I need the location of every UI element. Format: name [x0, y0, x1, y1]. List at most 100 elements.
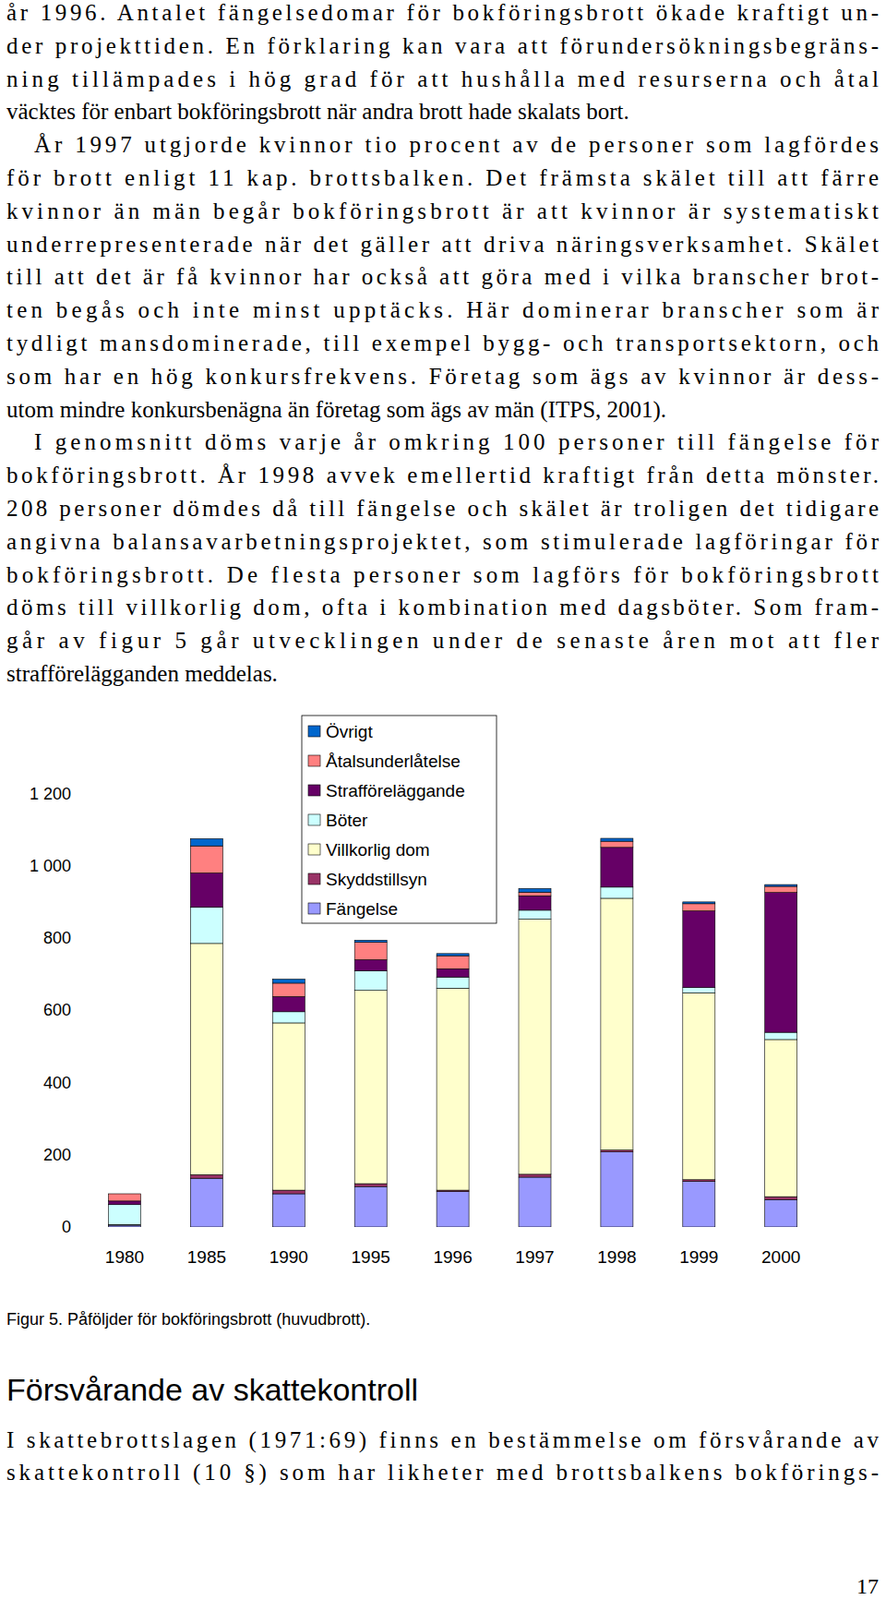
text-line: år 1996. Antalet fängelsedomar för bokfö…: [6, 0, 879, 25]
x-tick-label: 1990: [269, 1246, 309, 1267]
bar-segment: [108, 1193, 142, 1195]
legend-swatch: [308, 784, 321, 796]
bar-segment: [190, 1177, 223, 1227]
text-line: döms till villkorlig dom, ofta i kombina…: [6, 594, 879, 620]
legend-swatch: [308, 902, 321, 914]
y-tick-label: 600: [43, 1000, 72, 1019]
bar-segment: [682, 903, 716, 911]
bar-segment: [436, 968, 469, 977]
text-line: tydligt mansdominerade, till exempel byg…: [6, 330, 880, 356]
text-line: går av figur 5 går utvecklingen under de…: [6, 627, 880, 653]
bar-segment: [272, 1193, 305, 1227]
text-line: bokföringsbrott. De flesta personer som …: [6, 562, 879, 587]
text-line: kvinnor än män begår bokföringsbrott är …: [6, 198, 879, 224]
bar-segment: [354, 990, 387, 1184]
bar-segment: [682, 987, 716, 994]
bar-segment: [108, 1224, 142, 1226]
x-tick-label: 1996: [432, 1246, 472, 1267]
x-tick-label: 2000: [761, 1246, 801, 1267]
page-background: [0, 0, 886, 1600]
text-line: ning tillämpades i hög grad för att hush…: [6, 66, 879, 92]
text-line: till att det är få kvinnor har också att…: [6, 263, 879, 289]
bar-segment: [272, 1189, 305, 1194]
bar-segment: [600, 840, 634, 848]
bar-segment: [518, 895, 551, 910]
bar-segment: [600, 847, 634, 887]
section-heading: Försvårande av skattekontroll: [6, 1371, 419, 1407]
legend-label: Övrigt: [325, 721, 373, 742]
bar-segment: [190, 907, 223, 944]
page: år 1996. Antalet fängelsedomar för bokfö…: [0, 0, 886, 1600]
bar-segment: [518, 919, 551, 1174]
bar-segment: [354, 939, 387, 942]
bar-segment: [272, 979, 305, 983]
bar-segment: [436, 1191, 469, 1227]
x-tick-label: 1997: [514, 1246, 554, 1267]
bar-segment: [436, 955, 469, 969]
bar-segment: [765, 886, 798, 893]
bar-segment: [108, 1200, 142, 1205]
bar-segment: [765, 1198, 798, 1227]
text-line: underrepresenterade när det gäller att d…: [6, 231, 879, 257]
bar-segment: [272, 1011, 305, 1023]
bar-segment: [518, 909, 551, 920]
legend-label: Skyddstillsyn: [325, 869, 428, 889]
x-tick-label: 1999: [679, 1246, 719, 1267]
figure-caption: Figur 5. Påföljder för bokföringsbrott (…: [6, 1309, 371, 1329]
text-line: År 1997 utgjorde kvinnor tio procent av …: [34, 131, 879, 157]
bar-segment: [354, 1185, 387, 1227]
bar-segment: [765, 1031, 798, 1040]
legend-label: Strafföreläggande: [325, 780, 466, 801]
bar-segment: [765, 1196, 798, 1199]
bar-segment: [518, 891, 551, 896]
y-tick-label: 0: [61, 1217, 72, 1236]
legend-swatch: [308, 814, 321, 826]
bar-segment: [354, 958, 387, 970]
text-line: som har en hög konkursfrekvens. Företag …: [6, 363, 879, 389]
text-line: 208 personer dömdes då till fängelse och…: [6, 495, 879, 521]
bar-segment: [682, 1181, 716, 1227]
legend-label: Fängelse: [325, 898, 398, 919]
bar-segment: [354, 970, 387, 991]
y-tick-label: 1 200: [29, 784, 72, 803]
text-line: I genomsnitt döms varje år omkring 100 p…: [34, 429, 880, 455]
text-line: för brott enligt 11 kap. brottsbalken. D…: [6, 165, 879, 191]
text-line: ten begås och inte minst upptäcks. Här d…: [6, 297, 880, 323]
bar-segment: [190, 943, 223, 1174]
legend-label: Åtalsunderlåtelse: [325, 751, 461, 771]
legend-swatch: [308, 843, 321, 855]
text-line: strafförelägganden meddelas.: [6, 660, 278, 686]
bar-segment: [108, 1193, 142, 1201]
y-tick-label: 200: [43, 1145, 72, 1164]
bar-segment: [436, 953, 469, 956]
legend-swatch: [308, 873, 321, 885]
bar-segment: [354, 942, 387, 960]
bar-segment: [600, 897, 634, 1150]
bar-segment: [682, 992, 716, 1179]
bar-segment: [272, 995, 305, 1011]
text-line: skattekontroll (10 §) som har likheter m…: [6, 1459, 879, 1485]
legend-label: Böter: [325, 810, 369, 830]
y-tick-label: 800: [43, 928, 72, 947]
text-line: väcktes för enbart bokföringsbrott när a…: [6, 98, 630, 124]
bar-segment: [682, 901, 716, 904]
x-tick-label: 1995: [351, 1246, 391, 1267]
bar-segment: [436, 976, 469, 988]
legend-label: Villkorlig dom: [325, 839, 431, 860]
bar-segment: [600, 838, 634, 841]
bar-segment: [272, 982, 305, 996]
x-tick-label: 1985: [187, 1246, 227, 1267]
bar-segment: [190, 838, 223, 846]
bar-segment: [600, 886, 634, 898]
bar-segment: [518, 1173, 551, 1177]
bar-segment: [765, 892, 798, 1032]
x-tick-label: 1980: [105, 1246, 144, 1267]
bar-segment: [190, 1173, 223, 1178]
bar-segment: [108, 1224, 142, 1227]
bar-segment: [765, 884, 798, 886]
text-line: bokföringsbrott. År 1998 avvek emellerti…: [6, 462, 879, 488]
y-tick-label: 400: [43, 1073, 72, 1092]
bar-segment: [682, 910, 716, 988]
legend-box: [301, 715, 497, 923]
bar-segment: [354, 1183, 387, 1186]
